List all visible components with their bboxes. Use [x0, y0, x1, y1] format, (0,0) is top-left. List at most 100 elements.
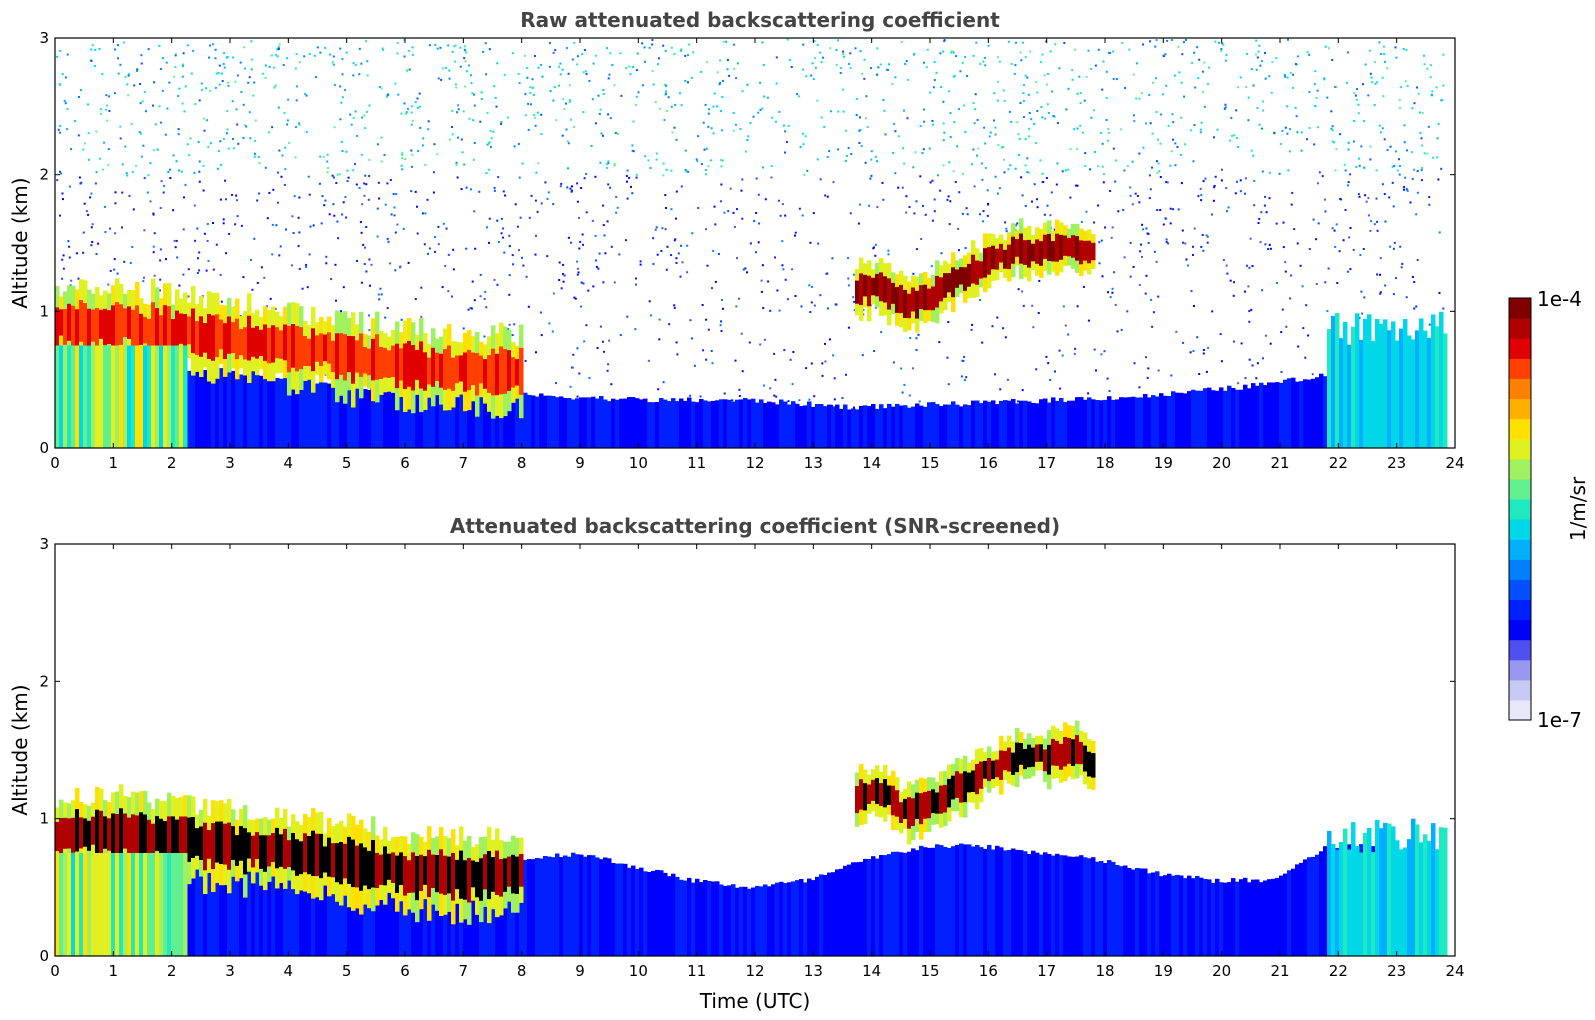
noise-speckle	[114, 202, 117, 205]
noise-speckle	[90, 60, 93, 62]
layer-core	[963, 771, 968, 803]
layer-core	[91, 816, 96, 845]
layer-core	[195, 321, 200, 355]
layer-streak	[143, 853, 148, 956]
noise-speckle	[223, 52, 226, 54]
noise-speckle	[604, 252, 607, 255]
noise-speckle	[507, 116, 509, 119]
noise-speckle	[307, 175, 310, 178]
noise-speckle	[394, 269, 397, 272]
noise-speckle	[926, 48, 929, 51]
layer-core	[239, 826, 244, 861]
layer-streak	[111, 345, 116, 448]
noise-speckle	[613, 84, 616, 87]
noise-speckle	[389, 179, 392, 181]
noise-speckle	[1131, 160, 1134, 163]
layer-streak	[179, 345, 184, 448]
noise-speckle	[607, 363, 610, 366]
noise-speckle	[844, 129, 847, 132]
noise-speckle	[1027, 171, 1030, 174]
noise-speckle	[109, 227, 111, 230]
layer-column	[1343, 828, 1348, 956]
noise-speckle	[231, 100, 234, 103]
layer-column	[567, 856, 572, 956]
noise-speckle	[752, 115, 755, 118]
layer-core	[175, 310, 180, 354]
layer-core	[1051, 241, 1056, 262]
noise-speckle	[174, 54, 177, 57]
layer-core	[519, 854, 524, 887]
noise-speckle	[227, 84, 230, 87]
noise-speckle	[1312, 218, 1315, 221]
layer-column	[803, 882, 808, 956]
layer-core	[1079, 240, 1084, 265]
noise-speckle	[142, 280, 145, 283]
layer-column	[1351, 822, 1356, 956]
noise-speckle	[1253, 179, 1256, 182]
noise-speckle	[470, 188, 472, 191]
noise-speckle	[406, 69, 409, 71]
layer-column	[1403, 319, 1408, 448]
noise-speckle	[757, 193, 760, 196]
layer-column	[635, 869, 640, 956]
noise-speckle	[104, 231, 107, 233]
noise-speckle	[527, 128, 530, 131]
noise-speckle	[964, 247, 967, 249]
noise-speckle	[1256, 362, 1259, 365]
noise-speckle	[1244, 192, 1246, 195]
noise-speckle	[1392, 247, 1395, 250]
noise-speckle	[1363, 166, 1366, 169]
layer-column	[807, 401, 812, 448]
noise-speckle	[1058, 67, 1061, 70]
noise-speckle	[705, 228, 707, 231]
noise-speckle	[849, 67, 852, 70]
noise-speckle	[117, 44, 119, 47]
layer-column	[911, 406, 916, 448]
noise-speckle	[831, 257, 834, 260]
layer-column	[959, 843, 964, 956]
noise-speckle	[166, 107, 169, 110]
noise-speckle	[784, 278, 787, 281]
noise-speckle	[1416, 170, 1419, 173]
noise-speckle	[552, 99, 555, 102]
noise-speckle	[887, 253, 890, 256]
noise-speckle	[562, 280, 565, 283]
noise-speckle	[1253, 204, 1256, 207]
layer-core	[303, 833, 308, 873]
noise-speckle	[974, 93, 977, 96]
noise-speckle	[1109, 296, 1112, 299]
noise-speckle	[874, 254, 877, 257]
noise-speckle	[1304, 356, 1307, 359]
noise-speckle	[175, 160, 178, 163]
noise-speckle	[789, 358, 792, 361]
layer-column	[1299, 381, 1304, 448]
layer-column	[1375, 319, 1380, 448]
noise-speckle	[1363, 120, 1366, 123]
noise-speckle	[465, 51, 468, 54]
noise-speckle	[634, 328, 637, 331]
noise-speckle	[922, 148, 925, 151]
noise-speckle	[1415, 305, 1418, 308]
noise-speckle	[540, 202, 543, 205]
noise-speckle	[1220, 48, 1223, 51]
layer-core	[199, 316, 204, 357]
layer-column	[811, 406, 816, 448]
layer-core	[935, 792, 940, 814]
layer-column	[1367, 314, 1372, 448]
layer-core	[1043, 749, 1048, 772]
noise-speckle	[1282, 246, 1285, 249]
layer-streak	[179, 853, 184, 956]
layer-column	[623, 863, 628, 956]
layer-core	[415, 856, 420, 901]
noise-speckle	[670, 105, 673, 108]
layer-core	[1071, 235, 1076, 258]
noise-speckle	[1155, 260, 1158, 263]
noise-speckle	[434, 236, 436, 238]
noise-speckle	[719, 81, 722, 84]
noise-speckle	[209, 142, 212, 145]
noise-speckle	[368, 175, 371, 177]
noise-speckle	[759, 108, 762, 111]
layer-column	[771, 884, 776, 956]
noise-speckle	[362, 243, 365, 246]
noise-speckle	[833, 377, 836, 380]
